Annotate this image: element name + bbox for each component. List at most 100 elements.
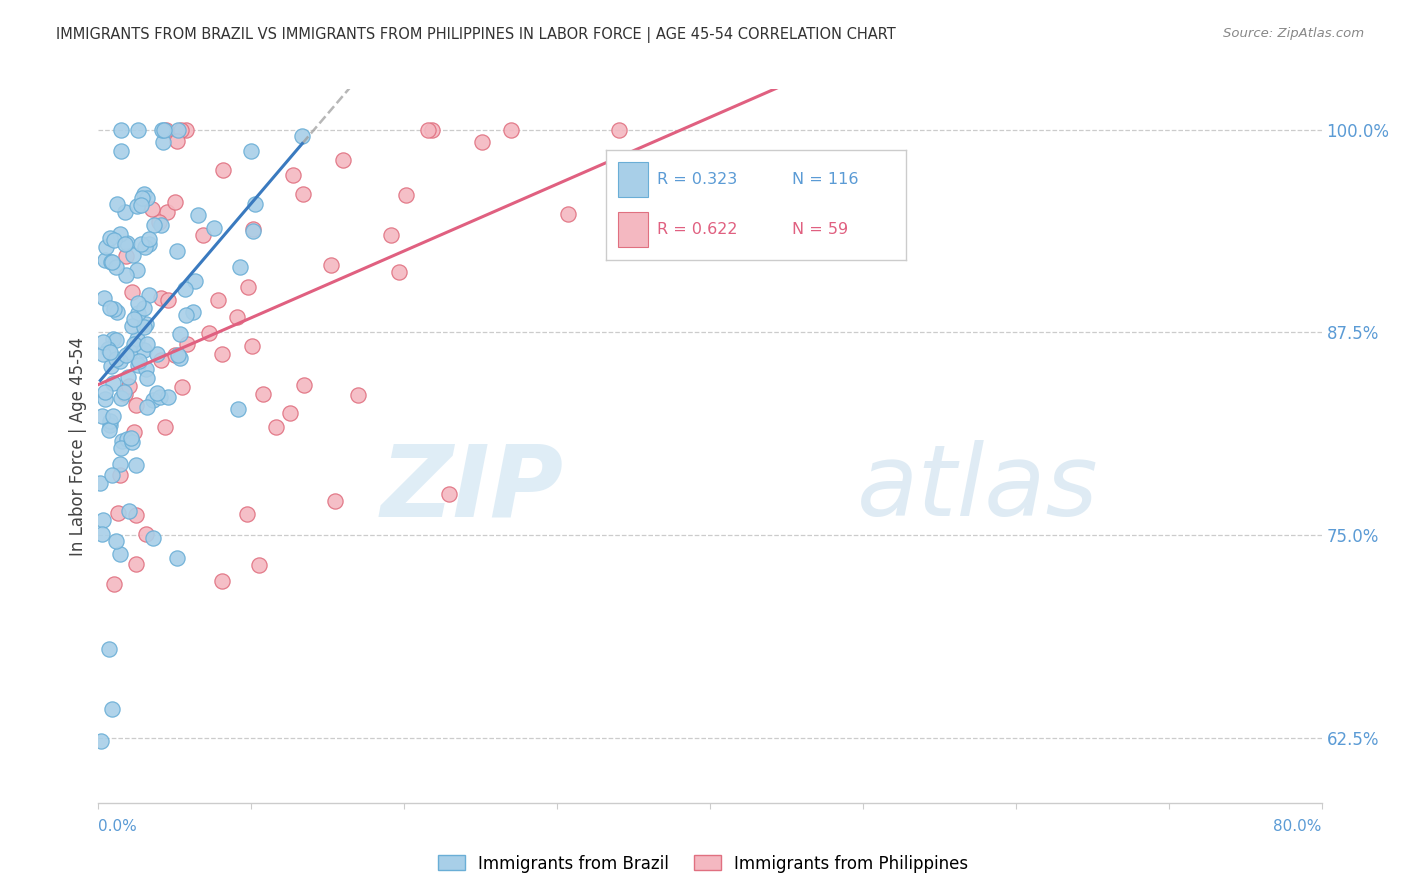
Point bbox=[169, 351, 191, 365]
Point bbox=[103, 577, 125, 591]
Point bbox=[89, 476, 111, 491]
Point bbox=[101, 702, 124, 716]
Point bbox=[380, 228, 402, 243]
Point bbox=[211, 347, 233, 361]
Point bbox=[242, 222, 264, 236]
Point bbox=[122, 425, 145, 440]
Point bbox=[127, 122, 149, 136]
Point bbox=[108, 457, 131, 471]
Point bbox=[93, 291, 115, 305]
Point bbox=[150, 218, 173, 232]
Point bbox=[292, 378, 315, 392]
Point bbox=[191, 227, 214, 242]
Point bbox=[388, 265, 411, 279]
Point bbox=[150, 352, 173, 367]
Text: Source: ZipAtlas.com: Source: ZipAtlas.com bbox=[1223, 27, 1364, 40]
Point bbox=[105, 334, 128, 348]
Point bbox=[135, 362, 157, 376]
Point bbox=[110, 145, 132, 159]
Point bbox=[332, 153, 354, 168]
Point bbox=[122, 312, 145, 326]
Point bbox=[127, 332, 149, 346]
Point bbox=[129, 198, 152, 212]
Point bbox=[97, 423, 120, 437]
Point bbox=[557, 207, 579, 221]
Point bbox=[107, 507, 129, 521]
Point bbox=[135, 191, 157, 205]
Point bbox=[471, 135, 494, 149]
Point bbox=[91, 527, 114, 541]
Y-axis label: In Labor Force | Age 45-54: In Labor Force | Age 45-54 bbox=[69, 336, 87, 556]
Point bbox=[252, 387, 274, 401]
Point bbox=[125, 199, 148, 213]
Point bbox=[131, 191, 153, 205]
Text: 0.0%: 0.0% bbox=[98, 819, 138, 834]
Point bbox=[91, 513, 114, 527]
Point bbox=[211, 574, 233, 588]
Point bbox=[135, 371, 157, 385]
Point bbox=[98, 641, 121, 656]
Point bbox=[166, 551, 188, 566]
Point bbox=[226, 310, 249, 325]
Point bbox=[90, 734, 112, 748]
Point bbox=[229, 260, 252, 274]
Point bbox=[347, 387, 370, 401]
Point bbox=[105, 260, 128, 274]
Point bbox=[118, 378, 141, 392]
Point bbox=[395, 188, 418, 202]
Point bbox=[181, 305, 204, 319]
Point bbox=[207, 293, 229, 307]
Point bbox=[155, 123, 177, 137]
Point bbox=[291, 129, 314, 144]
Point bbox=[110, 391, 132, 405]
Point bbox=[104, 352, 127, 367]
Point bbox=[91, 409, 114, 423]
Point bbox=[172, 380, 194, 394]
Point bbox=[98, 301, 121, 315]
Point bbox=[138, 287, 160, 301]
Point bbox=[97, 342, 120, 356]
Point bbox=[101, 376, 124, 390]
Point bbox=[135, 317, 157, 331]
Point bbox=[127, 358, 149, 372]
Point bbox=[166, 244, 188, 258]
Point bbox=[115, 235, 138, 250]
Point bbox=[110, 122, 132, 136]
Point bbox=[197, 326, 219, 340]
Point bbox=[280, 406, 302, 420]
Point bbox=[240, 339, 263, 353]
Point bbox=[247, 558, 270, 572]
Point bbox=[157, 293, 180, 307]
Point bbox=[100, 417, 122, 432]
Point bbox=[132, 186, 155, 201]
Text: atlas: atlas bbox=[856, 441, 1098, 537]
Point bbox=[146, 347, 169, 361]
Point bbox=[141, 202, 163, 216]
Point bbox=[128, 354, 150, 368]
Text: IMMIGRANTS FROM BRAZIL VS IMMIGRANTS FROM PHILIPPINES IN LABOR FORCE | AGE 45-54: IMMIGRANTS FROM BRAZIL VS IMMIGRANTS FRO… bbox=[56, 27, 896, 43]
Point bbox=[101, 467, 124, 482]
Point bbox=[115, 249, 138, 263]
Point bbox=[183, 274, 205, 288]
Point bbox=[114, 348, 136, 362]
Point bbox=[156, 390, 179, 404]
Point bbox=[134, 320, 156, 334]
Point bbox=[105, 533, 128, 548]
Point bbox=[138, 232, 160, 246]
Point bbox=[105, 305, 128, 319]
Point bbox=[115, 268, 138, 283]
Point bbox=[108, 468, 131, 483]
Point bbox=[166, 134, 188, 148]
Point bbox=[93, 252, 115, 267]
Point bbox=[101, 332, 124, 346]
Point bbox=[122, 337, 145, 351]
Point bbox=[105, 197, 128, 211]
Point bbox=[236, 280, 259, 294]
Point bbox=[142, 531, 165, 545]
Point bbox=[501, 122, 523, 136]
Point bbox=[150, 122, 173, 136]
Point bbox=[114, 387, 136, 401]
Point bbox=[170, 122, 193, 136]
Legend: Immigrants from Brazil, Immigrants from Philippines: Immigrants from Brazil, Immigrants from … bbox=[432, 848, 974, 880]
Point bbox=[240, 144, 263, 158]
